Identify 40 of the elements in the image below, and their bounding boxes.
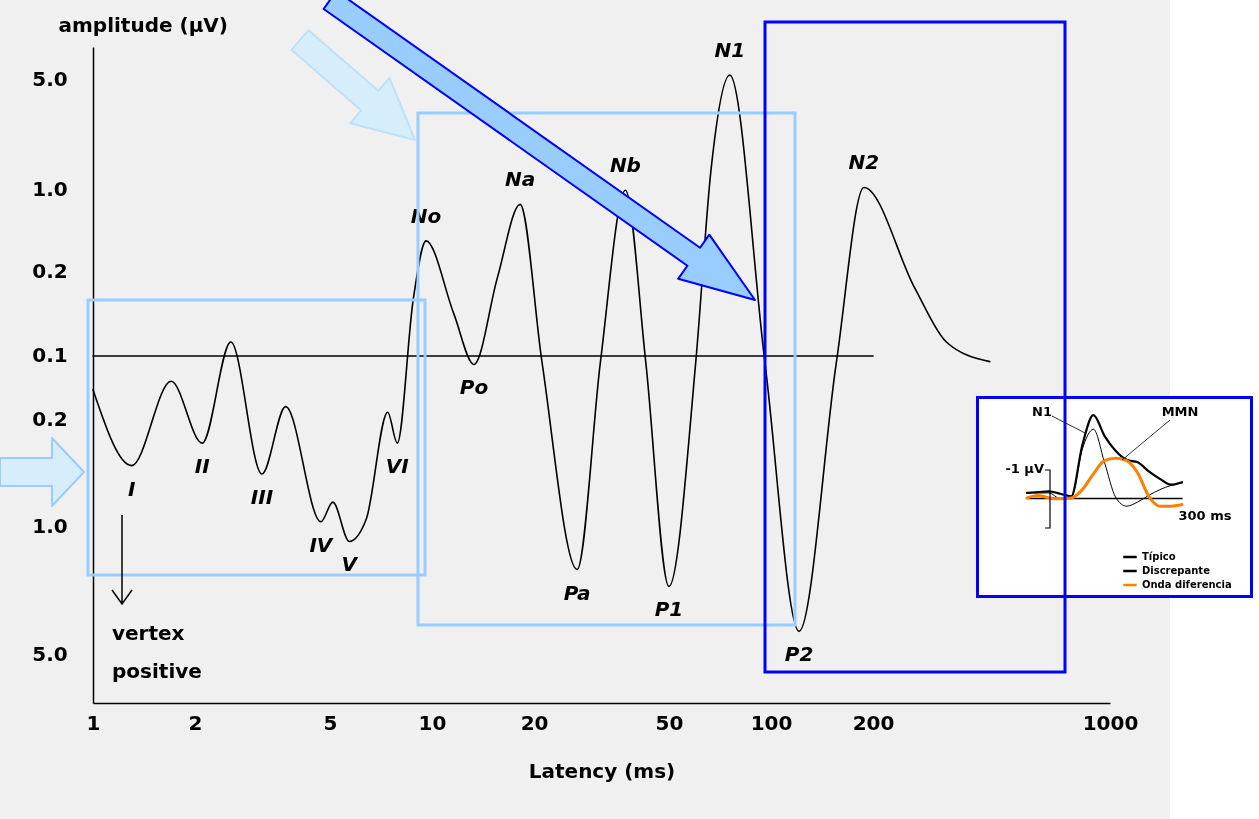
- legend-label: Onda diferencia: [1142, 579, 1232, 590]
- legend-label: Discrepante: [1142, 565, 1211, 576]
- text: 0.2: [32, 407, 68, 431]
- y-axis-title: amplitude (µV): [58, 12, 228, 37]
- annotation: I: [127, 476, 136, 501]
- x-axis-title: Latency (ms): [528, 758, 676, 783]
- text: 300 ms: [1178, 508, 1232, 523]
- annotation: Nb: [609, 153, 641, 178]
- text: 5.0: [32, 642, 68, 666]
- annotation: II: [194, 454, 211, 479]
- annotation: vertex positive: [112, 621, 202, 683]
- legend-label: Típico: [1142, 551, 1176, 562]
- text: 0.1: [32, 343, 68, 367]
- annotation: N1: [1032, 404, 1052, 419]
- text: 1.0: [32, 514, 68, 538]
- x-tick-label: 1000: [1082, 710, 1139, 735]
- x-tick-label: 20: [520, 710, 549, 735]
- x-tick-label: 100: [750, 710, 793, 735]
- annotation: VI: [385, 454, 410, 479]
- x-tick-label: 10: [418, 710, 447, 735]
- annotation: Po: [459, 375, 489, 400]
- x-tick-label: 200: [852, 710, 895, 735]
- text: 1.0: [32, 177, 68, 201]
- annotation: III: [250, 485, 274, 510]
- annotation: P1: [654, 597, 684, 622]
- x-tick-label: 1: [86, 710, 101, 735]
- annotation: V: [341, 552, 359, 577]
- annotation: P2: [784, 642, 814, 667]
- annotation: IV: [309, 532, 334, 557]
- annotation: Na: [505, 167, 536, 192]
- x-tick-label: 50: [655, 710, 684, 735]
- text: 5.0: [32, 67, 68, 91]
- annotation: N2: [848, 150, 880, 175]
- annotation: Pa: [563, 580, 591, 605]
- x-tick-label: 2: [188, 710, 203, 735]
- annotation: MMN: [1161, 404, 1199, 419]
- text: 0.2: [32, 259, 68, 283]
- annotation: N1: [714, 38, 746, 63]
- x-tick-label: 5: [323, 710, 338, 735]
- annotation: -1 µV: [1005, 461, 1044, 476]
